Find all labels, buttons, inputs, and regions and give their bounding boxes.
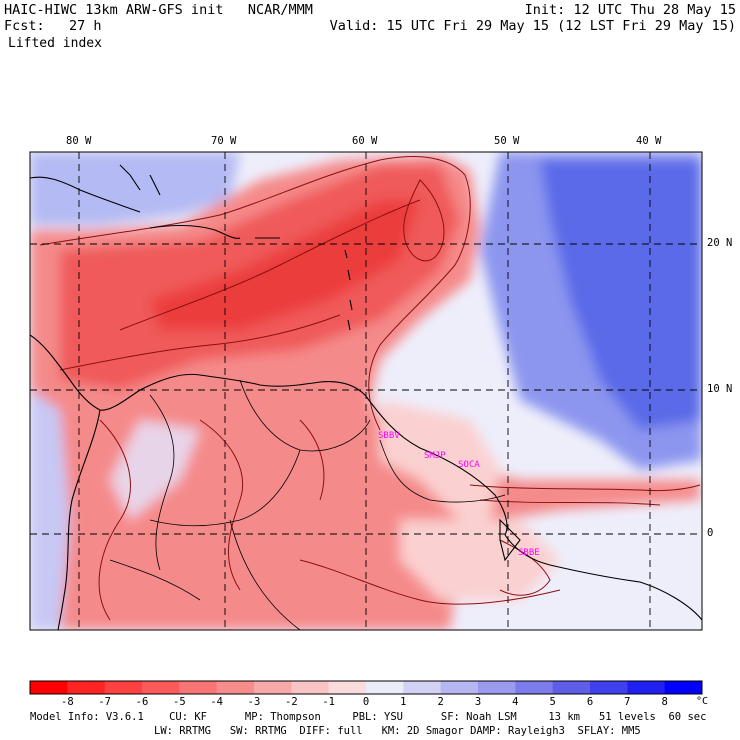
colorbar-tick-label: -4 (210, 696, 223, 708)
lat-label-10n: 10 N (707, 383, 733, 395)
lat-label-eq: 0 (707, 527, 714, 539)
coastline (504, 534, 702, 621)
colorbar-swatch (478, 681, 516, 694)
island-chain (344, 249, 353, 331)
coastlines (30, 164, 702, 630)
positive-region-nw (30, 152, 240, 225)
forecast-hour: Fcst: 27 h (4, 18, 102, 34)
contour-line (119, 199, 421, 331)
colorbar-swatch (328, 681, 367, 694)
colorbar-swatch (104, 681, 143, 694)
colorbar-tick-label: 1 (400, 696, 407, 708)
coastline (119, 164, 161, 196)
weak-negative-region (380, 400, 500, 520)
border (109, 559, 201, 601)
colorbar-swatch (627, 681, 666, 694)
colorbar-tick-label: -5 (173, 696, 186, 708)
colorbar-tick-label: -8 (61, 696, 74, 708)
colorbar-tick-label: -3 (247, 696, 261, 708)
lon-label-70w: 70 W (211, 135, 237, 147)
colorbar-tick-label: 3 (474, 696, 482, 708)
colorbar-tick-label: 2 (437, 696, 444, 708)
coastline (30, 176, 141, 213)
colorbar-tick-label: -1 (322, 696, 335, 708)
contour-line (299, 419, 325, 501)
lon-label-80w: 80 W (66, 135, 92, 147)
border (229, 519, 301, 630)
colorbar-tick-label: 5 (549, 696, 556, 708)
colorbar-frame (29, 680, 703, 695)
colorbar-swatch (291, 681, 330, 694)
colorbar-swatch (590, 681, 628, 694)
marajo-island (499, 518, 521, 562)
field-name: Lifted index (8, 36, 102, 51)
model-info: Model Info: V3.6.1 CU: KF MP: Thompson P… (30, 711, 707, 723)
contour-line (299, 559, 561, 605)
station-label: SBBE (518, 548, 540, 558)
coastline (149, 225, 241, 239)
lon-label-50w: 50 W (494, 135, 520, 147)
station-label: SMJP (424, 451, 446, 461)
positive-region-pacific (30, 390, 70, 630)
station-label: SOCA (458, 460, 480, 470)
border (379, 439, 506, 503)
lon-label-60w: 60 W (352, 135, 378, 147)
lat-label-20n: 20 N (707, 237, 733, 249)
colorbar-swatch (440, 681, 479, 694)
lon-label-40w: 40 W (636, 135, 662, 147)
colorbar-tick-label: 8 (661, 696, 668, 708)
map-field (30, 152, 702, 630)
coastline (30, 334, 141, 411)
contour-line (59, 314, 341, 371)
contour-line (199, 419, 244, 591)
colorbar-swatch (216, 681, 255, 694)
colorbar-tick-label: -2 (285, 696, 298, 708)
andes-patch (110, 420, 200, 520)
colorbar-swatch (515, 681, 554, 694)
border (149, 394, 175, 571)
colorbar-tick-label: 4 (512, 696, 519, 708)
coastline (57, 409, 101, 630)
physics-info: LW: RRTMG SW: RRTMG DIFF: full KM: 2D Sm… (154, 725, 641, 737)
colorbar-unit: °C (695, 696, 709, 707)
colorbar-tick-label: -7 (98, 696, 111, 708)
contour-line (469, 484, 701, 491)
colorbar-swatch (30, 681, 68, 694)
colorbar-swatch (67, 681, 106, 694)
colorbar (29, 680, 703, 695)
border (149, 449, 301, 527)
colorbar-tick-label: -6 (135, 696, 149, 708)
colorbar-tick-label: 0 (362, 696, 370, 708)
lat-lon-grid (30, 152, 702, 630)
init-time: Init: 12 UTC Thu 28 May 15 (524, 2, 736, 18)
colorbar-swatch (664, 681, 703, 694)
station-label: SBBV (378, 431, 400, 441)
colorbar-swatch (142, 681, 180, 694)
contour-line (479, 499, 661, 506)
colorbar-swatch (403, 681, 442, 694)
colorbar-tick-label: 7 (624, 696, 631, 708)
map-frame (29, 151, 703, 631)
contours (39, 155, 701, 621)
colorbar-swatch (366, 681, 404, 694)
contour-line (39, 155, 471, 431)
strongest-negative-region (150, 200, 420, 330)
contour-line (98, 419, 131, 621)
colorbar-tick-label: 6 (586, 696, 594, 708)
strong-positive-region (540, 160, 702, 430)
coastline (139, 373, 508, 536)
colorbar-swatch (254, 681, 292, 694)
contour-line (403, 179, 445, 262)
colorbar-swatch (552, 681, 591, 694)
model-title: HAIC-HIWC 13km ARW-GFS init NCAR/MMM (4, 2, 313, 18)
colorbar-swatch (179, 681, 218, 694)
valid-time: Valid: 15 UTC Fri 29 May 15 (12 LST Fri … (329, 18, 736, 34)
